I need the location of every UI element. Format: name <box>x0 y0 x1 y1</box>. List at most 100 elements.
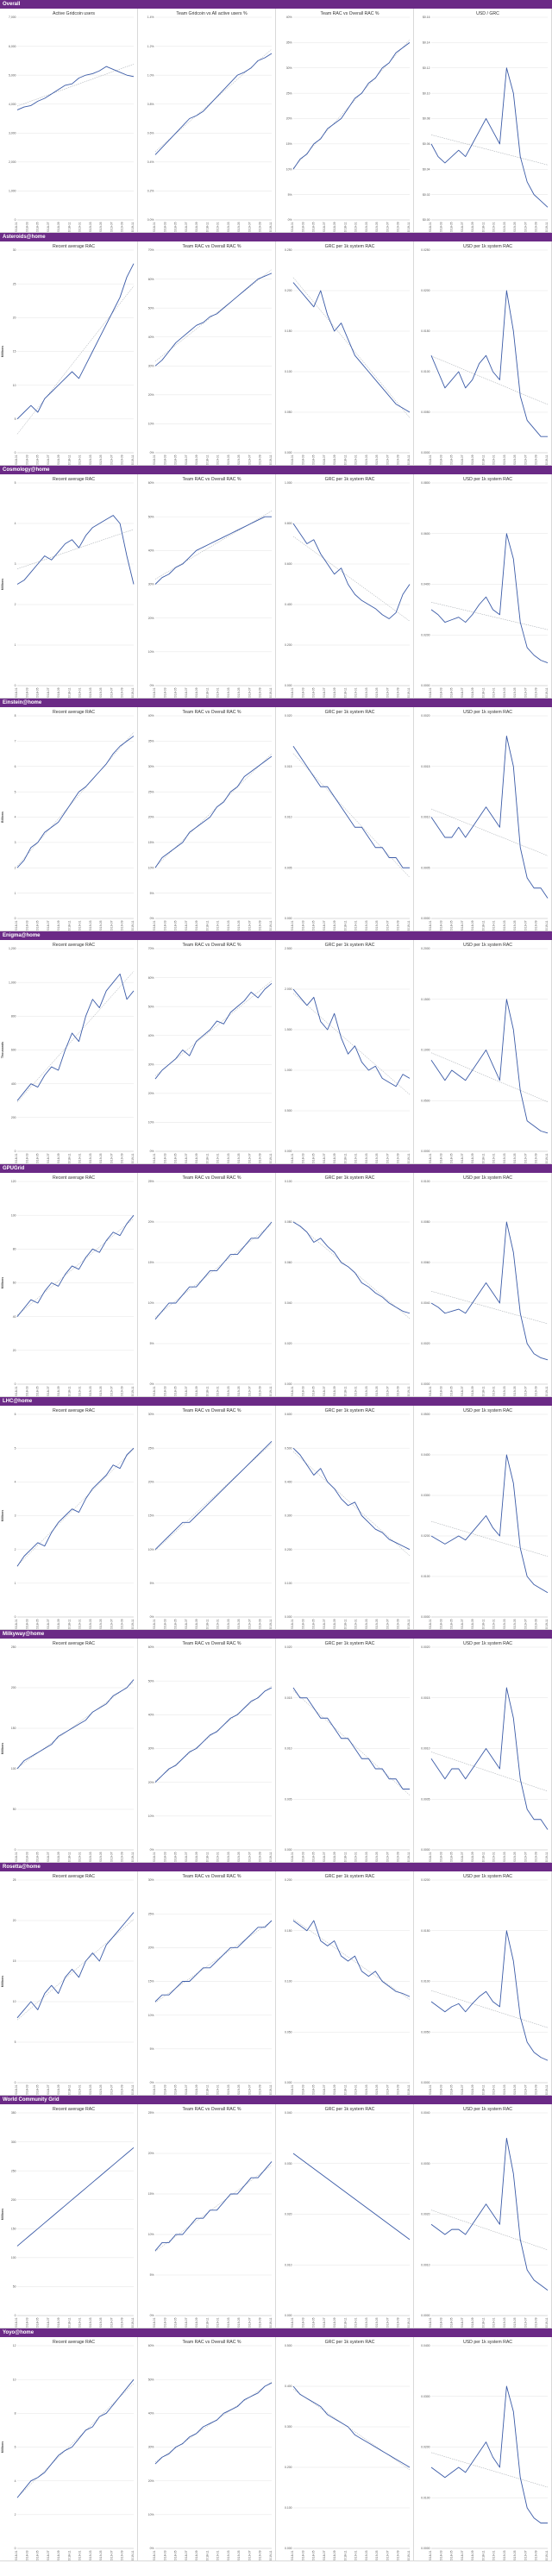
line-chart: Team RAC vs Overall RAC % 0% 5% 10% 15% 20% 25… <box>148 2107 273 2328</box>
y-tick-label: 0.4% <box>147 160 154 164</box>
x-tick-label: 2018-03 <box>439 1153 442 1163</box>
x-tick-label: 2019-01 <box>216 1386 220 1396</box>
x-tick-label: 2019-11 <box>269 2084 273 2095</box>
x-tick-label: 2018-07 <box>47 454 50 465</box>
chart-cell: Active Gridcoin users 0 1,000 2,000 3,000 4,0… <box>0 9 138 233</box>
x-tick-label: 2018-09 <box>57 687 60 698</box>
y-tick-label: $0.02 <box>423 193 430 197</box>
y-tick-label: 15 <box>13 350 16 354</box>
y-tick-label: 120 <box>11 1180 16 1183</box>
y-tick-label: 0.060 <box>285 1261 292 1264</box>
x-tick-label: 2018-01 <box>15 222 18 232</box>
section-header: Yoyo@home <box>0 2328 552 2337</box>
y-tick-label: 0 <box>15 218 16 222</box>
x-tick-label: 2019-01 <box>78 687 82 698</box>
x-tick-label: 2019-11 <box>545 687 549 698</box>
x-tick-label: 2019-01 <box>354 2317 358 2328</box>
y-tick-label: 0% <box>288 218 292 222</box>
y-tick-label: 10% <box>148 650 154 654</box>
x-tick-label: 2018-01 <box>291 1619 294 1629</box>
x-tick-label: 2018-05 <box>450 2317 454 2328</box>
y-axis-label: Millions <box>1 2209 4 2220</box>
x-tick-label: 2018-01 <box>15 1153 18 1163</box>
line-chart: USD per 1k system RAC 0.0000 0.0020 0.0040 0… <box>421 1175 549 1396</box>
chart-title: Team RAC vs Overall RAC % <box>182 1408 241 1413</box>
y-tick-label: 0.0400 <box>421 583 430 586</box>
y-tick-label: 250 <box>11 2169 16 2172</box>
line-chart: USD per 1k system RAC 0.0000 0.0005 0.0010 0… <box>421 1641 549 1862</box>
x-tick-label: 2019-05 <box>99 2550 103 2560</box>
line-chart: Recent average RAC Thousands 0 200 400 600 800… <box>1 943 135 1163</box>
x-tick-label: 2019-11 <box>269 920 273 931</box>
x-tick-label: 2018-01 <box>153 1619 156 1629</box>
chart-cell: GRC per 1k system RAC 0.000 0.100 0.200 0.30… <box>276 1406 414 1630</box>
y-tick-label: 40% <box>148 714 154 718</box>
y-tick-label: 1.0% <box>147 73 154 77</box>
x-tick-label: 2019-11 <box>545 454 549 465</box>
x-tick-label: 2019-03 <box>365 2550 368 2560</box>
x-tick-label: 2019-07 <box>248 1619 251 1629</box>
x-tick-label: 2019-03 <box>227 1852 230 1862</box>
y-tick-label: 30% <box>148 1062 154 1066</box>
x-tick-label: 2019-03 <box>89 2317 92 2328</box>
x-tick-label: 2019-05 <box>375 1386 379 1396</box>
trend-line <box>16 285 135 435</box>
y-tick-label: 0.030 <box>285 2162 292 2165</box>
x-tick-label: 2018-01 <box>291 2084 294 2095</box>
project-section: Yoyo@home Recent average RAC Millions 0 2 4 6 8… <box>0 2328 552 2561</box>
x-tick-label: 2019-03 <box>227 1386 230 1396</box>
x-tick-label: 2019-11 <box>269 1852 273 1862</box>
x-tick-label: 2018-03 <box>301 2084 304 2095</box>
line-chart: USD per 1k system RAC 0.0000 0.0050 0.0100 0… <box>421 1874 549 2095</box>
y-tick-label: 4 <box>15 816 16 819</box>
section-header: Einstein@home <box>0 699 552 707</box>
x-tick-label: 2018-09 <box>195 920 198 931</box>
x-tick-label: 2018-01 <box>153 920 156 931</box>
x-tick-label: 2018-11 <box>343 454 347 465</box>
x-tick-label: 2019-05 <box>375 687 379 698</box>
x-tick-label: 2019-03 <box>365 920 368 931</box>
y-tick-label: 0.300 <box>285 1514 292 1518</box>
x-tick-label: 2018-07 <box>461 2550 464 2560</box>
x-tick-label: 2019-09 <box>535 2317 538 2328</box>
chart-cell: Team RAC vs Overall RAC % 0% 10% 20% 30% 40% 5… <box>138 940 276 1164</box>
x-tick-label: 2019-07 <box>248 687 251 698</box>
chart-cell: USD per 1k system RAC 0.0000 0.0200 0.0400 0… <box>414 474 552 699</box>
trend-line <box>430 1752 549 1792</box>
project-section: Einstein@home Recent average RAC Billions 0… <box>0 699 552 931</box>
x-tick-label: 2018-01 <box>429 1619 432 1629</box>
x-tick-label: 2018-09 <box>333 222 336 232</box>
x-tick-label: 2018-05 <box>450 687 454 698</box>
series-line <box>430 67 549 208</box>
chart-title: Team RAC vs Overall RAC % <box>182 2340 241 2345</box>
x-tick-label: 2019-01 <box>78 1852 82 1862</box>
x-tick-label: 2019-05 <box>237 1153 241 1163</box>
x-tick-label: 2019-01 <box>216 2317 220 2328</box>
section-charts: Recent average RAC Millions 0 5 10 15 20 25 2018… <box>0 1871 552 2096</box>
x-tick-label: 2019-03 <box>365 1852 368 1862</box>
x-tick-label: 2019-07 <box>386 687 389 698</box>
chart-title: Team RAC vs Overall RAC % <box>182 244 241 249</box>
y-tick-label: 0.0040 <box>421 1301 430 1305</box>
section-header: GPUGrid <box>0 1164 552 1173</box>
x-tick-label: 2018-07 <box>185 920 188 931</box>
chart-cell: USD per 1k system RAC 0.0000 0.0050 0.0100 0… <box>414 241 552 466</box>
x-tick-label: 2019-01 <box>492 222 496 232</box>
x-tick-label: 2019-01 <box>78 454 82 465</box>
series-line <box>16 1214 135 1317</box>
x-tick-label: 2019-11 <box>407 920 411 931</box>
y-tick-label: 0.0015 <box>421 1696 430 1700</box>
x-tick-label: 2018-09 <box>57 2084 60 2095</box>
series-line <box>292 282 411 413</box>
section-charts: Recent average RAC Millions 0 50 100 150 200 25… <box>0 2104 552 2328</box>
y-tick-label: 10% <box>148 1121 154 1125</box>
y-tick-label: 25 <box>13 1878 16 1882</box>
x-tick-label: 2018-09 <box>471 1619 474 1629</box>
x-tick-label: 2018-01 <box>429 1153 432 1163</box>
x-tick-label: 2018-07 <box>47 2550 50 2560</box>
line-chart: USD per 1k system RAC 0.0000 0.0100 0.0200 0… <box>421 1408 549 1629</box>
section-charts: Recent average RAC Millions 0 5 10 15 20 25 30 20… <box>0 241 552 466</box>
x-tick-label: 2019-09 <box>397 2550 400 2560</box>
chart-title: Team RAC vs Overall RAC % <box>182 477 241 482</box>
y-tick-label: 0 <box>15 2081 16 2084</box>
